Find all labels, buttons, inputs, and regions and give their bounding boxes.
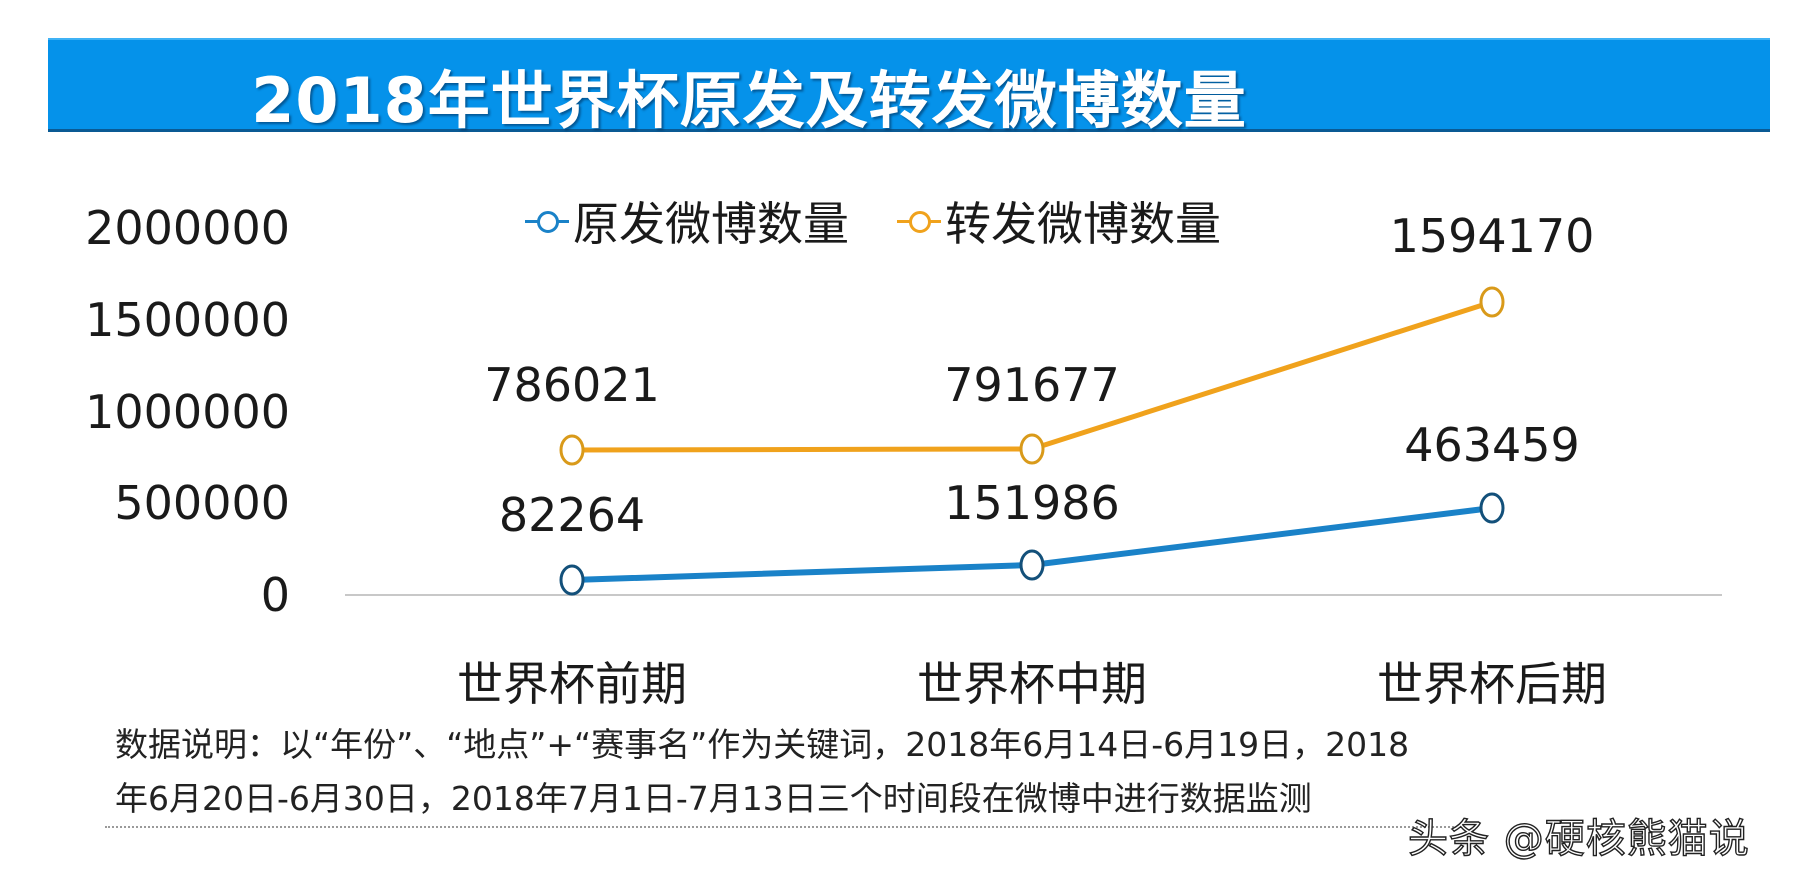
legend-label-repost: 转发微博数量 xyxy=(945,197,1221,251)
x-category-label: 世界杯后期 xyxy=(1377,657,1607,711)
original-point[interactable] xyxy=(1479,492,1505,524)
data-label-repost: 1594170 xyxy=(1389,209,1595,263)
y-tick-label: 500000 xyxy=(114,476,290,530)
data-label-repost: 791677 xyxy=(944,358,1120,412)
y-tick-label: 1500000 xyxy=(85,293,290,347)
x-category-label: 世界杯中期 xyxy=(917,657,1147,711)
legend-item-original: 原发微博数量 xyxy=(525,188,849,254)
legend: 原发微博数量 转发微博数量 xyxy=(525,188,1221,254)
legend-item-repost: 转发微博数量 xyxy=(897,188,1221,254)
repost-point[interactable] xyxy=(559,434,585,466)
line-circle-marker-icon xyxy=(525,210,569,233)
chart-title: 2018年世界杯原发及转发微博数量 xyxy=(251,64,1247,137)
original-point[interactable] xyxy=(1019,549,1045,581)
title-banner: 2018年世界杯原发及转发微博数量 xyxy=(48,38,1770,137)
footnote-line-1: 数据说明：以“年份”、“地点”+“赛事名”作为关键词，2018年6月14日-6月… xyxy=(115,725,1410,764)
data-label-original: 82264 xyxy=(498,488,646,542)
x-category-label: 世界杯前期 xyxy=(457,657,687,711)
y-tick-label: 0 xyxy=(260,568,290,622)
footnote-line-2: 年6月20日-6月30日，2018年7月1日-7月13日三个时间段在微博中进行数… xyxy=(115,779,1312,818)
watermark: 头条 @硬核熊猫说 xyxy=(1407,815,1750,862)
legend-label-original: 原发微博数量 xyxy=(573,197,849,251)
dotted-divider xyxy=(105,826,1465,828)
data-label-original: 463459 xyxy=(1404,418,1580,472)
repost-point[interactable] xyxy=(1019,433,1045,465)
data-label-original: 151986 xyxy=(944,476,1120,530)
line-circle-marker-icon xyxy=(897,210,941,233)
data-label-repost: 786021 xyxy=(484,358,660,412)
original-point[interactable] xyxy=(559,564,585,596)
repost-point[interactable] xyxy=(1479,286,1505,318)
y-tick-label: 2000000 xyxy=(85,201,290,255)
y-tick-label: 1000000 xyxy=(85,385,290,439)
